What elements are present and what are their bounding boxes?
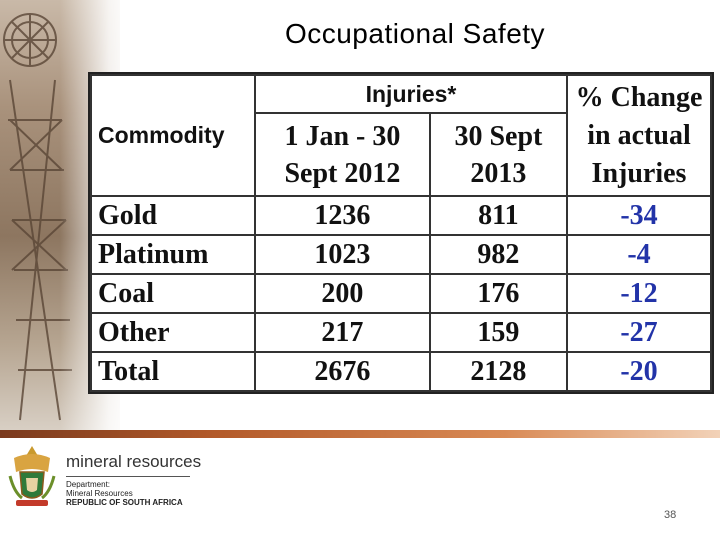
header-2012-line2: Sept 2012 [284,157,401,189]
row-commodity: Total [90,351,256,392]
row-2013-value: 811 [428,195,569,236]
table-row: Platinum 1023 982 -4 [90,234,712,275]
row-2012-value: 200 [254,273,431,314]
row-pct-change: -4 [566,234,712,275]
header-pct-change: % Change in actual Injuries [566,74,712,197]
row-commodity: Other [90,312,256,353]
brand-divider [66,476,190,477]
row-pct-change: -12 [566,273,712,314]
row-commodity: Gold [90,195,256,236]
coat-of-arms-icon [4,442,60,512]
header-2012: 1 Jan - 30 Sept 2012 [254,112,431,197]
brand-name: mineral resources [66,452,202,471]
header-2012-line1: 1 Jan - 30 [284,120,401,152]
row-commodity: Platinum [90,234,256,275]
header-pct-line1: % Change [575,81,703,113]
row-2012-value: 2676 [254,351,431,392]
row-pct-change: -27 [566,312,712,353]
row-2012-value: 217 [254,312,431,353]
table-row: Gold 1236 811 -34 [90,195,712,236]
header-pct-line3: Injuries [591,157,687,189]
header-2013: 30 Sept 2013 [428,112,569,197]
row-pct-change: -20 [566,351,712,392]
row-2013-value: 2128 [428,351,569,392]
row-2013-value: 159 [428,312,569,353]
dept-label: Department: [66,480,111,489]
row-pct-change: -34 [566,195,712,236]
header-injuries: Injuries* [254,74,568,114]
header-commodity: Commodity [90,74,256,197]
row-commodity: Coal [90,273,256,314]
table-row: Coal 200 176 -12 [90,273,712,314]
header-2013-line1: 30 Sept [454,120,543,152]
header-pct-line2: in actual [587,119,691,151]
country-name: REPUBLIC OF SOUTH AFRICA [66,498,183,507]
slide-title: Occupational Safety [284,18,546,49]
footer-band [0,430,720,438]
table-row-total: Total 2676 2128 -20 [90,351,712,392]
dept-name: Mineral Resources [66,489,133,498]
header-2013-line2: 2013 [470,157,527,189]
page-number: 38 [664,509,677,521]
row-2013-value: 176 [428,273,569,314]
table-row: Other 217 159 -27 [90,312,712,353]
injuries-table: Commodity Injuries* % Change in actual I… [88,72,714,394]
row-2013-value: 982 [428,234,569,275]
row-2012-value: 1236 [254,195,431,236]
row-2012-value: 1023 [254,234,431,275]
